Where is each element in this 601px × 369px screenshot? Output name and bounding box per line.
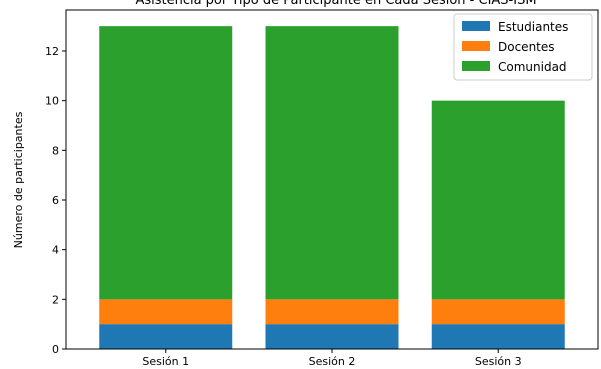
y-tick-label: 2 bbox=[52, 293, 59, 306]
y-tick-label: 8 bbox=[52, 144, 59, 157]
bar-estudiantes-1 bbox=[99, 324, 233, 349]
x-tick-label: Sesión 2 bbox=[309, 355, 356, 368]
legend-label-comunidad: Comunidad bbox=[498, 60, 567, 74]
bar-comunidad-3 bbox=[431, 100, 565, 300]
bars-layer bbox=[99, 26, 565, 349]
legend-swatch-estudiantes bbox=[462, 21, 490, 31]
chart-title: Asistencia por Tipo de Participante en C… bbox=[135, 0, 536, 8]
y-axis: 0 2 4 6 8 10 12 bbox=[45, 45, 66, 356]
legend-label-estudiantes: Estudiantes bbox=[498, 20, 568, 34]
legend-swatch-docentes bbox=[462, 41, 490, 51]
legend-label-docentes: Docentes bbox=[498, 40, 555, 54]
bar-docentes-2 bbox=[265, 299, 399, 325]
y-axis-label: Número de participantes bbox=[12, 111, 25, 248]
bar-docentes-1 bbox=[99, 299, 233, 325]
y-tick-label: 4 bbox=[52, 244, 59, 257]
bar-comunidad-2 bbox=[265, 26, 399, 300]
bar-docentes-3 bbox=[431, 299, 565, 325]
legend-swatch-comunidad bbox=[462, 61, 490, 71]
x-tick-label: Sesión 3 bbox=[475, 355, 522, 368]
bar-estudiantes-3 bbox=[431, 324, 565, 349]
y-tick-label: 0 bbox=[52, 343, 59, 356]
x-axis: Sesión 1 Sesión 2 Sesión 3 bbox=[142, 349, 522, 368]
legend: Estudiantes Docentes Comunidad bbox=[453, 13, 593, 81]
bar-estudiantes-2 bbox=[265, 324, 399, 349]
y-tick-label: 12 bbox=[45, 45, 59, 58]
bar-comunidad-1 bbox=[99, 26, 233, 300]
y-tick-label: 10 bbox=[45, 95, 59, 108]
y-tick-label: 6 bbox=[52, 194, 59, 207]
x-tick-label: Sesión 1 bbox=[142, 355, 189, 368]
